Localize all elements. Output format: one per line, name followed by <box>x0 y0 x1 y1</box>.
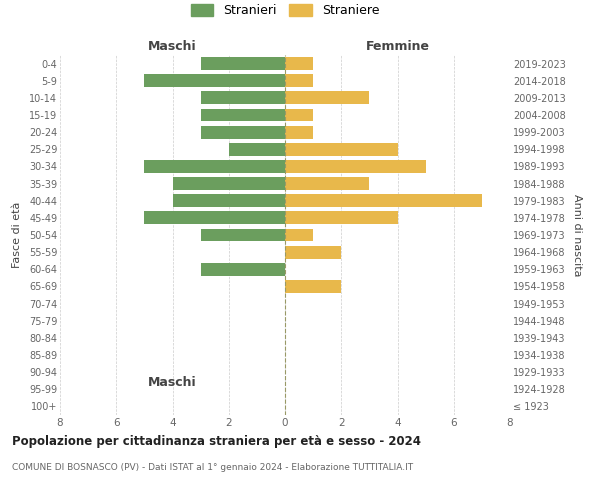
Bar <box>200 228 285 241</box>
Bar <box>145 212 285 224</box>
Bar <box>200 108 285 122</box>
Y-axis label: Fasce di età: Fasce di età <box>12 202 22 268</box>
Text: Femmine: Femmine <box>365 40 430 52</box>
Bar <box>200 126 285 138</box>
Bar <box>229 143 285 156</box>
Y-axis label: Anni di nascita: Anni di nascita <box>572 194 583 276</box>
Legend: Stranieri, Straniere: Stranieri, Straniere <box>191 4 379 18</box>
Bar <box>285 246 341 258</box>
Bar <box>285 143 398 156</box>
Bar <box>173 177 285 190</box>
Bar <box>285 212 398 224</box>
Bar <box>285 57 313 70</box>
Bar <box>285 228 313 241</box>
Bar <box>285 92 370 104</box>
Bar <box>285 126 313 138</box>
Text: COMUNE DI BOSNASCO (PV) - Dati ISTAT al 1° gennaio 2024 - Elaborazione TUTTITALI: COMUNE DI BOSNASCO (PV) - Dati ISTAT al … <box>12 462 413 471</box>
Bar <box>285 280 341 293</box>
Text: Maschi: Maschi <box>148 40 197 52</box>
Bar <box>285 194 482 207</box>
Bar <box>285 74 313 87</box>
Text: Popolazione per cittadinanza straniera per età e sesso - 2024: Popolazione per cittadinanza straniera p… <box>12 435 421 448</box>
Text: Maschi: Maschi <box>148 376 197 389</box>
Bar <box>285 108 313 122</box>
Bar <box>145 160 285 173</box>
Bar <box>173 194 285 207</box>
Bar <box>145 74 285 87</box>
Bar <box>200 57 285 70</box>
Bar <box>200 263 285 276</box>
Bar <box>200 92 285 104</box>
Bar <box>285 177 370 190</box>
Bar <box>285 160 425 173</box>
